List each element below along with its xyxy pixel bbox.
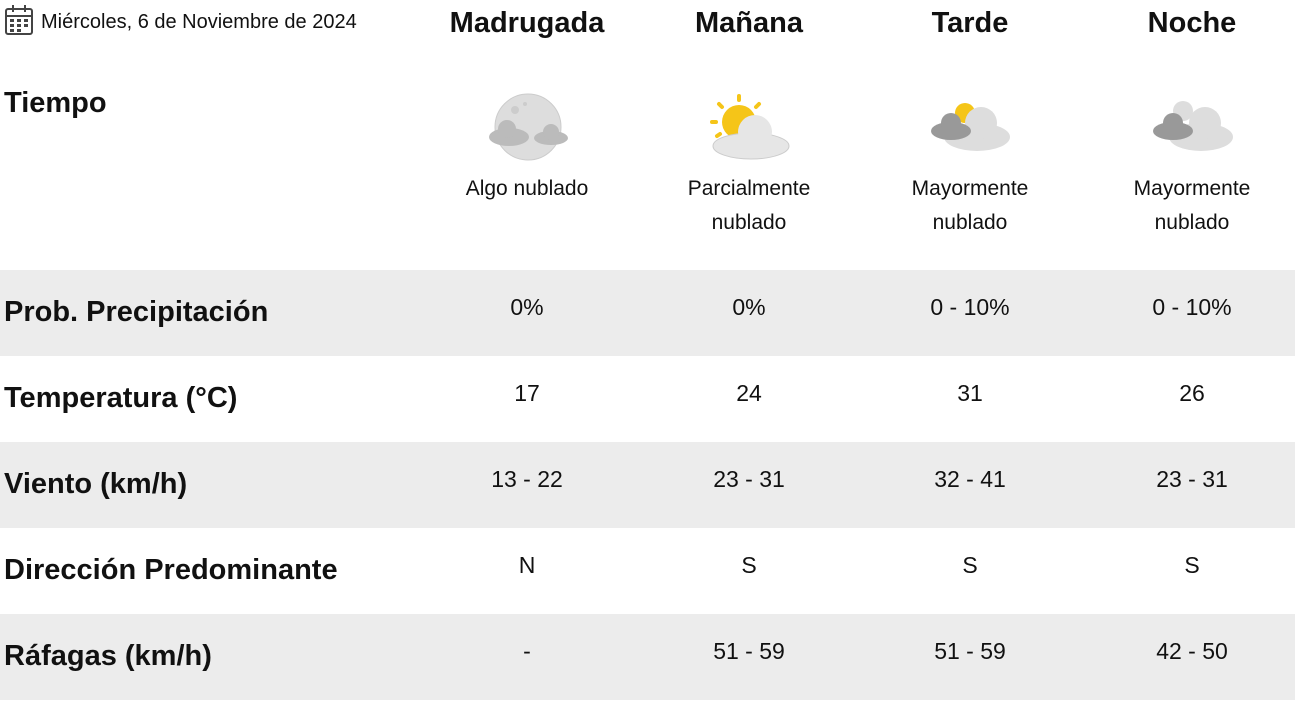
row-background <box>0 442 1295 528</box>
cell-value: 17 <box>514 380 540 406</box>
calendar-icon <box>5 5 33 35</box>
row-label: Tiempo <box>4 87 107 119</box>
weather-icon <box>931 103 1010 151</box>
cell-value: 31 <box>957 380 983 406</box>
cell-value: 13 - 22 <box>491 466 563 492</box>
row-label: Viento (km/h) <box>4 468 188 500</box>
cell-value: 42 - 50 <box>1156 638 1228 664</box>
cell-value: 32 - 41 <box>934 466 1006 492</box>
cell-value: 24 <box>736 380 762 406</box>
cell-value: 0% <box>510 294 544 320</box>
cell-value: 23 - 31 <box>1156 466 1228 492</box>
cell-value: 0% <box>732 294 766 320</box>
cell-value: - <box>523 638 531 664</box>
column-header: Madrugada <box>449 7 605 39</box>
weather-description: Mayormente nublado <box>911 177 1029 234</box>
cell-value: S <box>1184 552 1200 578</box>
cell-value: 26 <box>1179 380 1205 406</box>
cell-value: 0 - 10% <box>930 294 1010 320</box>
date: Miércoles, 6 de Noviembre de 2024 <box>41 11 357 33</box>
row-label: Dirección Predominante <box>4 554 338 586</box>
cell-value: N <box>518 552 536 578</box>
row-label: Ráfagas (km/h) <box>4 640 212 672</box>
row-background <box>0 270 1295 356</box>
row-label: Prob. Precipitación <box>4 296 269 328</box>
row-label: Temperatura (°C) <box>4 382 238 414</box>
cell-value: S <box>741 552 757 578</box>
column-header: Mañana <box>695 7 803 39</box>
column-header: Tarde <box>931 7 1009 39</box>
cell-value: S <box>962 552 978 578</box>
cell-value: 51 - 59 <box>713 638 785 664</box>
weather-icon <box>489 93 568 161</box>
weather-description: Parcialmente nublado <box>687 177 811 234</box>
column-header: Noche <box>1147 7 1237 39</box>
weather-icon <box>710 94 790 160</box>
cell-value: 0 - 10% <box>1152 294 1232 320</box>
row-background <box>0 614 1295 700</box>
cell-value: 23 - 31 <box>713 466 785 492</box>
weather-icon <box>1153 101 1233 151</box>
weather-description: Algo nublado <box>465 177 589 200</box>
cell-value: 51 - 59 <box>934 638 1006 664</box>
weather-description: Mayormente nublado <box>1133 177 1251 234</box>
